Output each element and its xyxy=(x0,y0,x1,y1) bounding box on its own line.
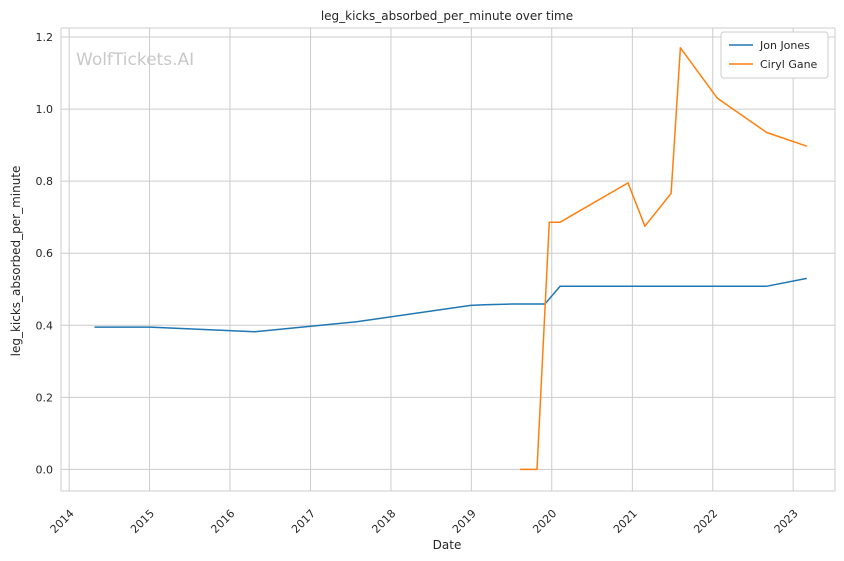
watermark-text: WolfTickets.AI xyxy=(76,50,194,70)
y-tick-label: 0.0 xyxy=(36,463,54,476)
y-tick-label: 1.2 xyxy=(36,31,54,44)
series-line-ciryl-gane xyxy=(520,47,808,471)
y-tick-label: 0.2 xyxy=(36,391,54,404)
y-tick-label: 1.0 xyxy=(36,103,54,116)
legend-box xyxy=(720,31,829,79)
grid xyxy=(61,28,835,491)
legend-label-jon-jones: Jon Jones xyxy=(759,39,810,52)
series-line-jon-jones xyxy=(94,277,807,333)
series-lines xyxy=(94,47,808,471)
y-tick-label: 0.8 xyxy=(36,175,54,188)
x-axis-label: Date xyxy=(433,538,462,552)
legend-label-ciryl-gane: Ciryl Gane xyxy=(760,58,818,71)
y-axis-label: leg_kicks_absorbed_per_minute xyxy=(9,166,23,357)
chart-title: leg_kicks_absorbed_per_minute over time xyxy=(321,9,573,23)
plot-area-frame xyxy=(60,27,836,492)
y-tick-label: 0.4 xyxy=(36,319,54,332)
y-tick-label: 0.6 xyxy=(36,247,54,260)
y-axis-ticks: 0.0 0.2 0.4 0.6 0.8 1.0 1.2 xyxy=(36,31,54,476)
legend: Jon Jones Ciryl Gane xyxy=(720,31,829,79)
